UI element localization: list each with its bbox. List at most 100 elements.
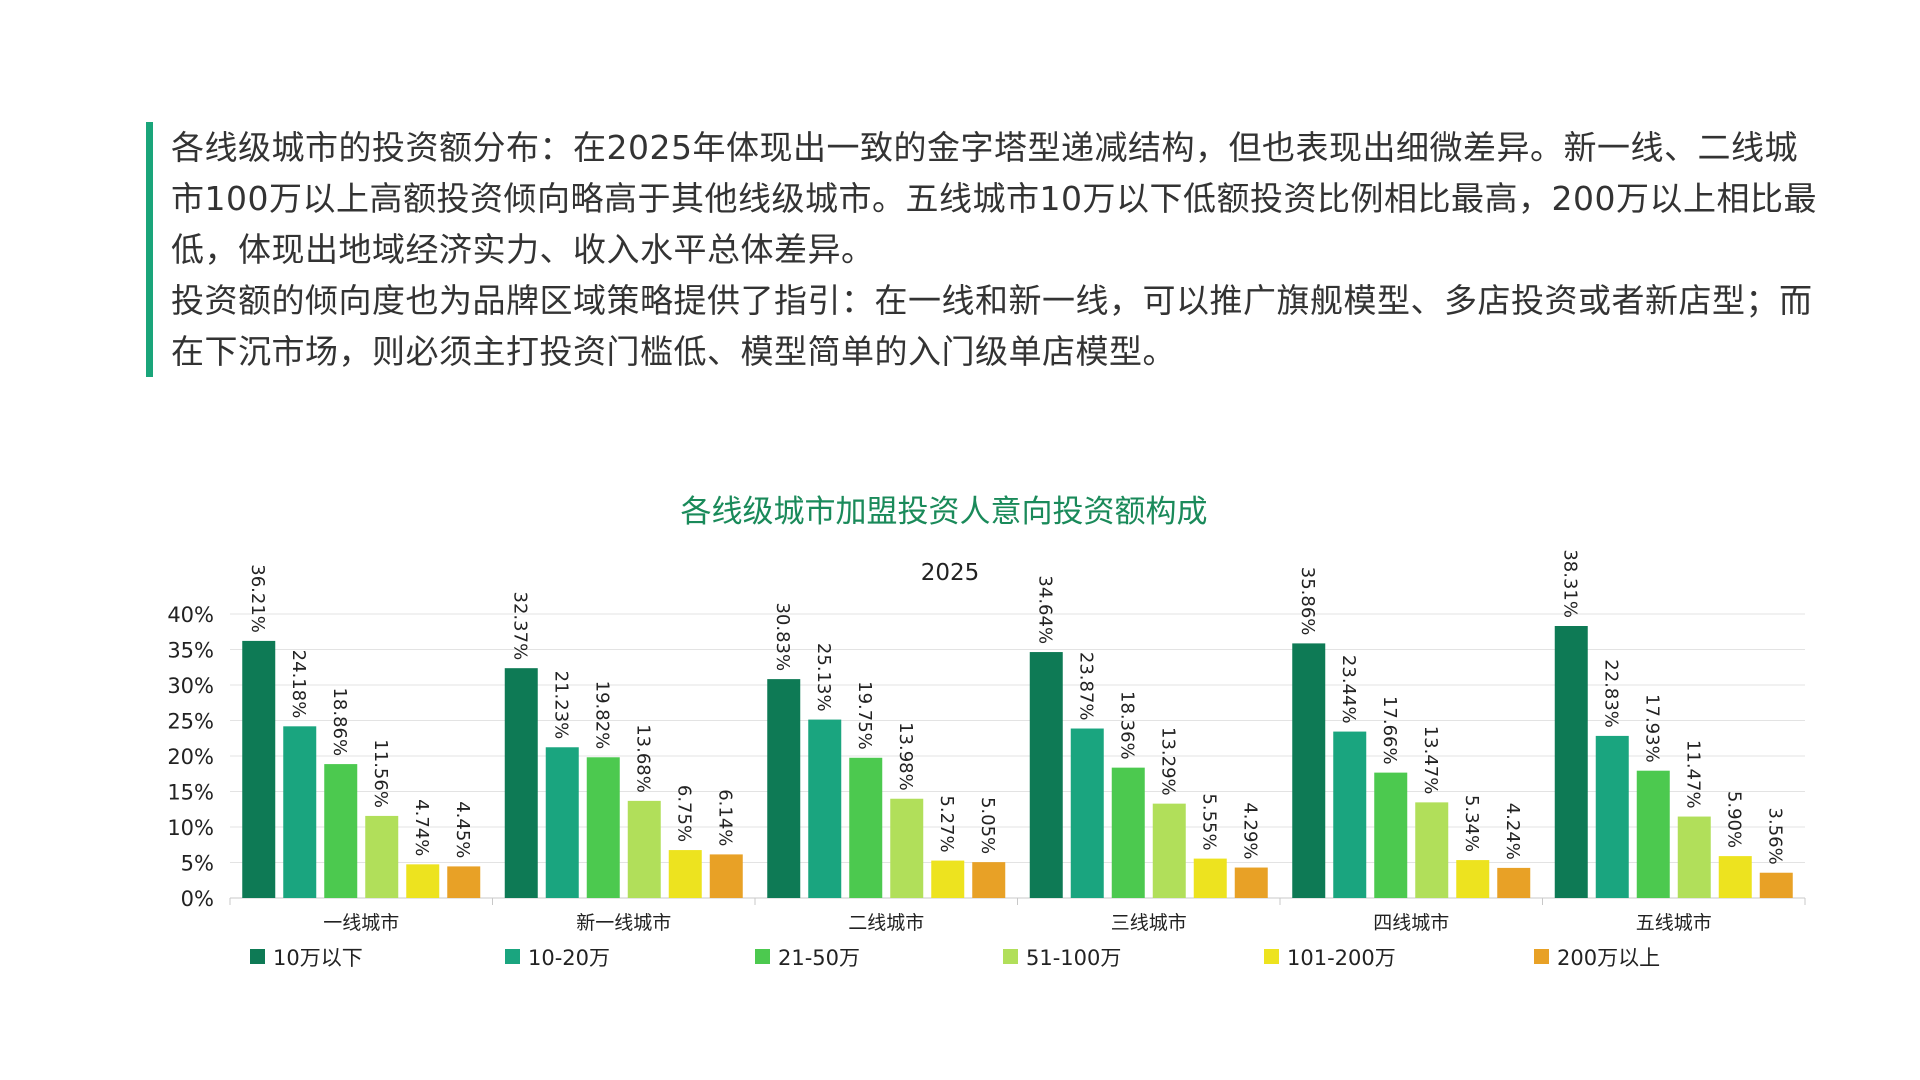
bar xyxy=(931,860,965,898)
bar xyxy=(1759,872,1793,898)
x-category-label: 三线城市 xyxy=(1111,912,1187,934)
bar xyxy=(1497,867,1531,898)
y-tick-label: 5% xyxy=(181,852,214,876)
x-category-label: 四线城市 xyxy=(1373,912,1449,934)
data-label: 5.55% xyxy=(1198,793,1219,850)
data-label: 5.90% xyxy=(1723,791,1744,848)
data-label: 17.66% xyxy=(1379,696,1400,765)
data-label: 35.86% xyxy=(1297,567,1318,636)
data-label: 13.98% xyxy=(895,722,916,791)
data-label: 32.37% xyxy=(509,592,530,661)
x-category-label: 一线城市 xyxy=(323,912,399,934)
bar xyxy=(324,764,358,898)
y-tick-label: 25% xyxy=(167,710,214,734)
data-label: 13.68% xyxy=(632,724,653,793)
data-label: 36.21% xyxy=(247,564,268,633)
bar xyxy=(1636,770,1670,898)
bar xyxy=(504,668,538,898)
y-tick-label: 35% xyxy=(167,639,214,663)
bar xyxy=(447,866,481,898)
legend-label: 101-200万 xyxy=(1287,946,1396,970)
data-label: 23.87% xyxy=(1075,652,1096,721)
bar xyxy=(808,719,842,898)
bar xyxy=(890,798,924,898)
bar xyxy=(767,679,801,898)
x-category-label: 五线城市 xyxy=(1636,912,1712,934)
bar xyxy=(849,757,883,898)
legend-label: 200万以上 xyxy=(1557,946,1660,970)
bar xyxy=(1677,816,1711,898)
legend-swatch xyxy=(1003,949,1018,964)
legend-swatch xyxy=(755,949,770,964)
bar xyxy=(1292,643,1326,898)
bar xyxy=(1718,856,1752,898)
legend-label: 10万以下 xyxy=(273,946,363,970)
bar xyxy=(242,640,276,898)
bar xyxy=(1070,728,1104,898)
y-tick-label: 30% xyxy=(167,674,214,698)
bar xyxy=(1029,652,1063,898)
legend-swatch xyxy=(1264,949,1279,964)
legend-label: 51-100万 xyxy=(1026,946,1121,970)
data-label: 4.24% xyxy=(1502,803,1523,860)
data-label: 11.56% xyxy=(370,739,391,808)
y-tick-label: 10% xyxy=(167,816,214,840)
bar xyxy=(1234,867,1268,898)
data-label: 6.14% xyxy=(714,789,735,846)
bar xyxy=(586,757,620,898)
data-label: 4.29% xyxy=(1239,802,1260,859)
data-label: 30.83% xyxy=(772,602,793,671)
data-label: 17.93% xyxy=(1641,694,1662,763)
x-category-label: 新一线城市 xyxy=(576,912,671,934)
data-label: 13.29% xyxy=(1157,727,1178,796)
intro-paragraph-1: 各线级城市的投资额分布：在2025年体现出一致的金字塔型递减结构，但也表现出细微… xyxy=(171,128,1817,269)
data-label: 5.05% xyxy=(977,797,998,854)
data-label: 21.23% xyxy=(550,671,571,740)
bar xyxy=(1595,735,1629,898)
legend-swatch xyxy=(505,949,520,964)
intro-text-block: 各线级城市的投资额分布：在2025年体现出一致的金字塔型递减结构，但也表现出细微… xyxy=(146,122,1818,377)
x-category-label: 二线城市 xyxy=(848,912,924,934)
y-tick-label: 15% xyxy=(167,781,214,805)
bar xyxy=(1152,803,1186,898)
bar xyxy=(283,726,317,898)
data-label: 22.83% xyxy=(1600,659,1621,728)
data-label: 6.75% xyxy=(673,785,694,842)
data-label: 11.47% xyxy=(1682,740,1703,809)
bar xyxy=(545,747,579,898)
chart-title: 各线级城市加盟投资人意向投资额构成 xyxy=(680,494,1208,530)
data-label: 24.18% xyxy=(288,650,309,719)
data-label: 5.27% xyxy=(936,795,957,852)
data-label: 5.34% xyxy=(1461,795,1482,852)
data-label: 3.56% xyxy=(1764,808,1785,865)
data-label: 34.64% xyxy=(1034,575,1055,644)
data-label: 18.86% xyxy=(329,687,350,756)
bar xyxy=(972,862,1006,898)
bar xyxy=(668,850,702,898)
data-label: 19.75% xyxy=(854,681,875,750)
data-label: 18.36% xyxy=(1116,691,1137,760)
bar xyxy=(1374,772,1408,898)
legend-swatch xyxy=(1534,949,1549,964)
data-label: 19.82% xyxy=(591,681,612,750)
data-label: 4.45% xyxy=(452,801,473,858)
data-label: 23.44% xyxy=(1338,655,1359,724)
y-tick-label: 40% xyxy=(167,603,214,627)
bar xyxy=(627,800,661,898)
bar xyxy=(406,864,440,898)
intro-paragraph-2: 投资额的倾向度也为品牌区域策略提供了指引：在一线和新一线，可以推广旗舰模型、多店… xyxy=(171,281,1813,371)
bar xyxy=(1193,858,1227,898)
legend-swatch xyxy=(250,949,265,964)
data-label: 13.47% xyxy=(1420,726,1441,795)
bar xyxy=(1456,860,1490,898)
y-tick-label: 0% xyxy=(181,887,214,911)
data-label: 38.31% xyxy=(1559,549,1580,618)
legend-label: 21-50万 xyxy=(778,946,860,970)
bar xyxy=(709,854,743,898)
y-tick-label: 20% xyxy=(167,745,214,769)
legend-label: 10-20万 xyxy=(528,946,610,970)
chart-subtitle: 2025 xyxy=(921,560,980,586)
bar xyxy=(365,815,399,898)
bar xyxy=(1333,731,1367,898)
